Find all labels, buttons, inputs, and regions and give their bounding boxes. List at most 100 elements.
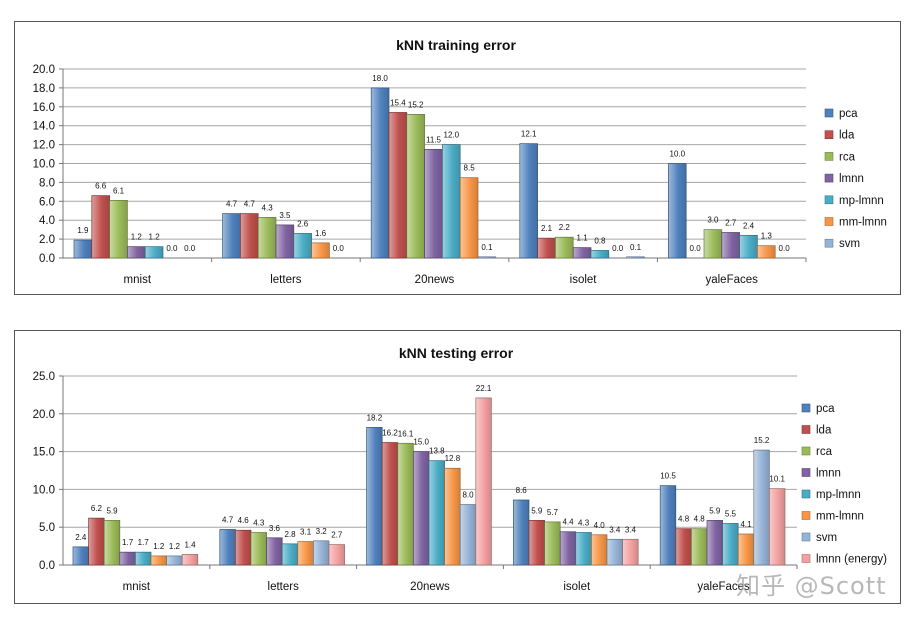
data-label: 0.0	[166, 244, 178, 253]
category-label: letters	[268, 581, 300, 593]
data-label: 6.6	[95, 182, 107, 191]
bar-lmnn	[721, 232, 740, 259]
bar-svm	[459, 504, 477, 566]
legend-label: rca	[839, 151, 856, 163]
category-label: 20news	[410, 581, 450, 593]
legend-label: lda	[839, 130, 855, 142]
legend-swatch	[801, 554, 811, 563]
legend-label: lda	[816, 425, 832, 437]
y-tick-label: 25.0	[33, 371, 55, 383]
data-label: 3.0	[707, 216, 719, 225]
bar-lda	[381, 442, 399, 566]
bar-mp-lmnn	[293, 233, 312, 259]
bar-lmnn	[572, 247, 592, 259]
chart-title: kNN training error	[396, 37, 516, 53]
y-tick-label: 0.0	[39, 560, 55, 572]
data-label: 0.0	[333, 244, 345, 253]
bar-mp-lmnn	[739, 234, 758, 259]
bar-pca	[219, 529, 236, 566]
chart-title: kNN testing error	[399, 345, 514, 361]
y-tick-label: 12.0	[33, 140, 55, 152]
bar-mm-lmnn	[757, 245, 776, 259]
bar-lmnn	[127, 246, 146, 259]
bar-rca	[555, 236, 574, 259]
legend-label: pca	[816, 403, 835, 415]
data-label: 1.6	[315, 229, 327, 238]
bar-mm-lmnn	[591, 534, 608, 566]
category-label: 20news	[415, 274, 455, 286]
data-label: 5.5	[725, 509, 737, 518]
bar-lda	[88, 517, 105, 566]
bar-rca	[257, 217, 277, 259]
data-label: 12.1	[521, 130, 537, 139]
data-label: 1.4	[184, 540, 196, 549]
data-label: 15.2	[754, 436, 770, 445]
data-label: 0.1	[481, 243, 493, 252]
y-tick-label: 20.0	[33, 64, 55, 76]
data-label: 4.7	[226, 200, 238, 209]
data-label: 8.0	[462, 491, 474, 500]
data-label: 4.3	[578, 518, 590, 527]
data-label: 8.5	[464, 164, 476, 173]
data-label: 15.4	[390, 98, 406, 107]
data-label: 1.7	[138, 538, 150, 547]
testing-error-chart: kNN testing error 0.0 5.0 10.0 15.0 20.0 25.0 m…	[14, 330, 901, 604]
data-label: 18.0	[372, 74, 388, 83]
data-label: 0.8	[594, 236, 606, 245]
legend-label: mm-lmnn	[839, 217, 887, 229]
data-label: 1.2	[131, 233, 143, 242]
bar-mm-lmnn	[459, 177, 479, 259]
legend-label: lmnn (energy)	[816, 554, 887, 566]
bar-lmnn	[266, 537, 283, 566]
legend-swatch	[801, 532, 811, 542]
data-label: 4.8	[678, 515, 690, 524]
category-label: mnist	[123, 581, 151, 593]
y-tick-label: 4.0	[39, 215, 55, 227]
bar-rca	[703, 229, 723, 259]
testing-error-plot: kNN testing error 0.0 5.0 10.0 15.0 20.0 25.0 m…	[33, 345, 888, 593]
data-label: 18.2	[367, 413, 383, 422]
bar-rca	[250, 532, 267, 566]
bar-lmnn	[424, 148, 443, 259]
bar-rca	[544, 521, 561, 566]
bar-lda	[537, 237, 556, 259]
data-label: 5.9	[709, 506, 721, 515]
legend-swatch	[824, 238, 834, 248]
bar-mp-lmnn	[135, 551, 152, 566]
legend-swatch	[824, 195, 834, 205]
bar-svm	[753, 449, 770, 566]
bar-lda	[388, 112, 408, 259]
bar-lda	[235, 529, 252, 566]
legend-label: mm-lmnn	[816, 511, 864, 523]
data-label: 6.2	[91, 504, 103, 513]
legend-label: pca	[839, 108, 858, 120]
data-label: 3.4	[625, 525, 637, 534]
bar-pca	[222, 213, 241, 259]
y-tick-label: 14.0	[33, 121, 55, 133]
data-label: 4.7	[244, 200, 256, 209]
watermark: 知乎 @Scott	[736, 572, 887, 600]
bar-pca	[370, 87, 390, 259]
bar-pca	[72, 546, 89, 566]
y-tick-label: 10.0	[33, 159, 55, 171]
bar-mp-lmnn	[590, 250, 610, 259]
data-label: 2.4	[743, 221, 755, 230]
y-tick-label: 6.0	[39, 196, 55, 208]
data-label: 0.0	[779, 244, 791, 253]
bar-mm-lmnn	[150, 555, 167, 566]
data-label: 0.1	[630, 243, 642, 252]
category-label: yaleFaces	[705, 274, 758, 286]
data-label: 1.3	[761, 232, 773, 241]
bar-mp-lmnn	[575, 532, 592, 566]
bar-mm-lmnn	[311, 242, 330, 259]
bar-pca	[73, 239, 93, 259]
bar-mm-lmnn	[444, 467, 461, 566]
legend-label: svm	[816, 532, 837, 544]
bar-pca	[659, 485, 677, 566]
bar-lmnn	[706, 520, 723, 566]
data-label: 5.9	[531, 506, 543, 515]
data-label: 4.4	[562, 518, 574, 527]
bar-pca	[668, 163, 687, 259]
bar-mp-lmnn	[722, 523, 739, 566]
category-label: mnist	[124, 274, 152, 286]
